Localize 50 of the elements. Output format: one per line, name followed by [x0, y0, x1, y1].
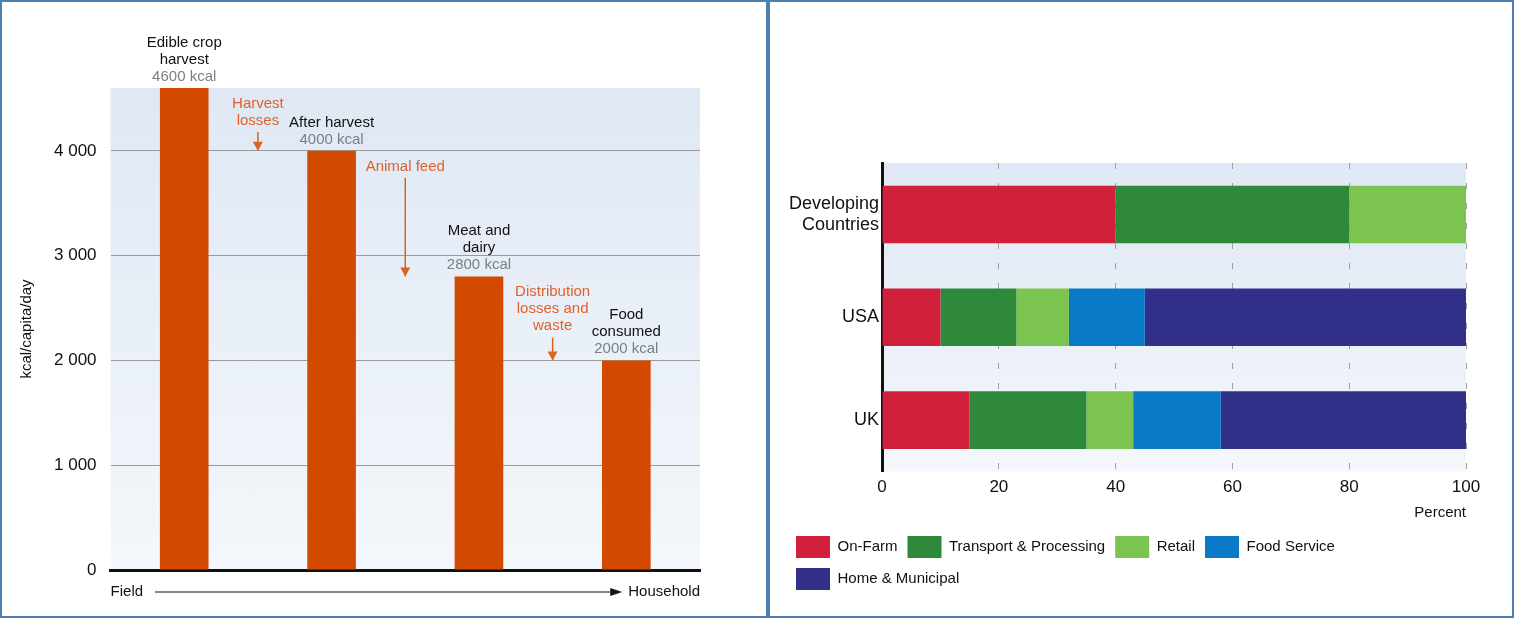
y-tick-label: UK	[854, 409, 880, 430]
data-label: 4000 kcal	[299, 129, 364, 147]
x-tick-label: 40	[1106, 477, 1126, 497]
data-label: 2000 kcal	[594, 339, 659, 357]
bar	[307, 150, 356, 570]
x-tick-label: 100	[1451, 477, 1481, 497]
x-tick-label: After harvest	[289, 112, 375, 130]
annotation: Harvest losses	[232, 93, 285, 128]
y-tick-label: 1 000	[53, 454, 97, 474]
bar	[1086, 391, 1134, 449]
x-tick-label: Edible crop harvest	[146, 32, 222, 67]
bar	[882, 391, 970, 449]
legend-label: Home & Municipal	[837, 569, 960, 587]
bar	[1133, 391, 1221, 449]
legend-label: Transport & Processing	[949, 537, 1106, 555]
bar	[159, 88, 209, 570]
bar	[940, 288, 1017, 347]
legend-label: Food Service	[1246, 537, 1335, 555]
bar	[882, 185, 1116, 244]
y-tick-label: 4 000	[53, 140, 97, 160]
legend-label: On-Farm	[837, 537, 898, 555]
bar	[1349, 185, 1466, 244]
bar	[1144, 288, 1466, 347]
text: Household	[628, 582, 700, 600]
annotation: Animal feed	[365, 156, 445, 174]
x-tick-label: Food consumed	[591, 305, 661, 340]
y-tick-label: 2 000	[53, 350, 97, 370]
bar	[882, 288, 941, 347]
bar	[454, 276, 504, 570]
x-tick-label: Meat and dairy	[447, 221, 511, 256]
data-label: 2800 kcal	[446, 255, 512, 273]
y-tick-label: USA	[842, 306, 880, 327]
annotation: Distribution losses and waste	[515, 282, 591, 334]
x-tick-label: 60	[1222, 477, 1242, 497]
y-axis-title: kcal/capita/day	[17, 278, 35, 379]
x-tick-label: 20	[989, 477, 1009, 497]
x-tick-label: 80	[1339, 477, 1359, 497]
bar	[1220, 391, 1466, 449]
data-label: 4600 kcal	[152, 66, 217, 84]
legend-label: Retail	[1156, 537, 1196, 555]
x-axis-title: Percent	[1414, 503, 1467, 521]
bar	[1115, 185, 1350, 244]
bar	[969, 391, 1087, 449]
text: Field	[110, 582, 144, 600]
y-tick-label: 0	[87, 559, 97, 579]
y-tick-label: Developing Countries	[789, 192, 880, 235]
bar	[1068, 288, 1145, 347]
bar	[602, 360, 651, 570]
y-tick-label: 3 000	[53, 245, 97, 265]
bar	[1016, 288, 1069, 347]
